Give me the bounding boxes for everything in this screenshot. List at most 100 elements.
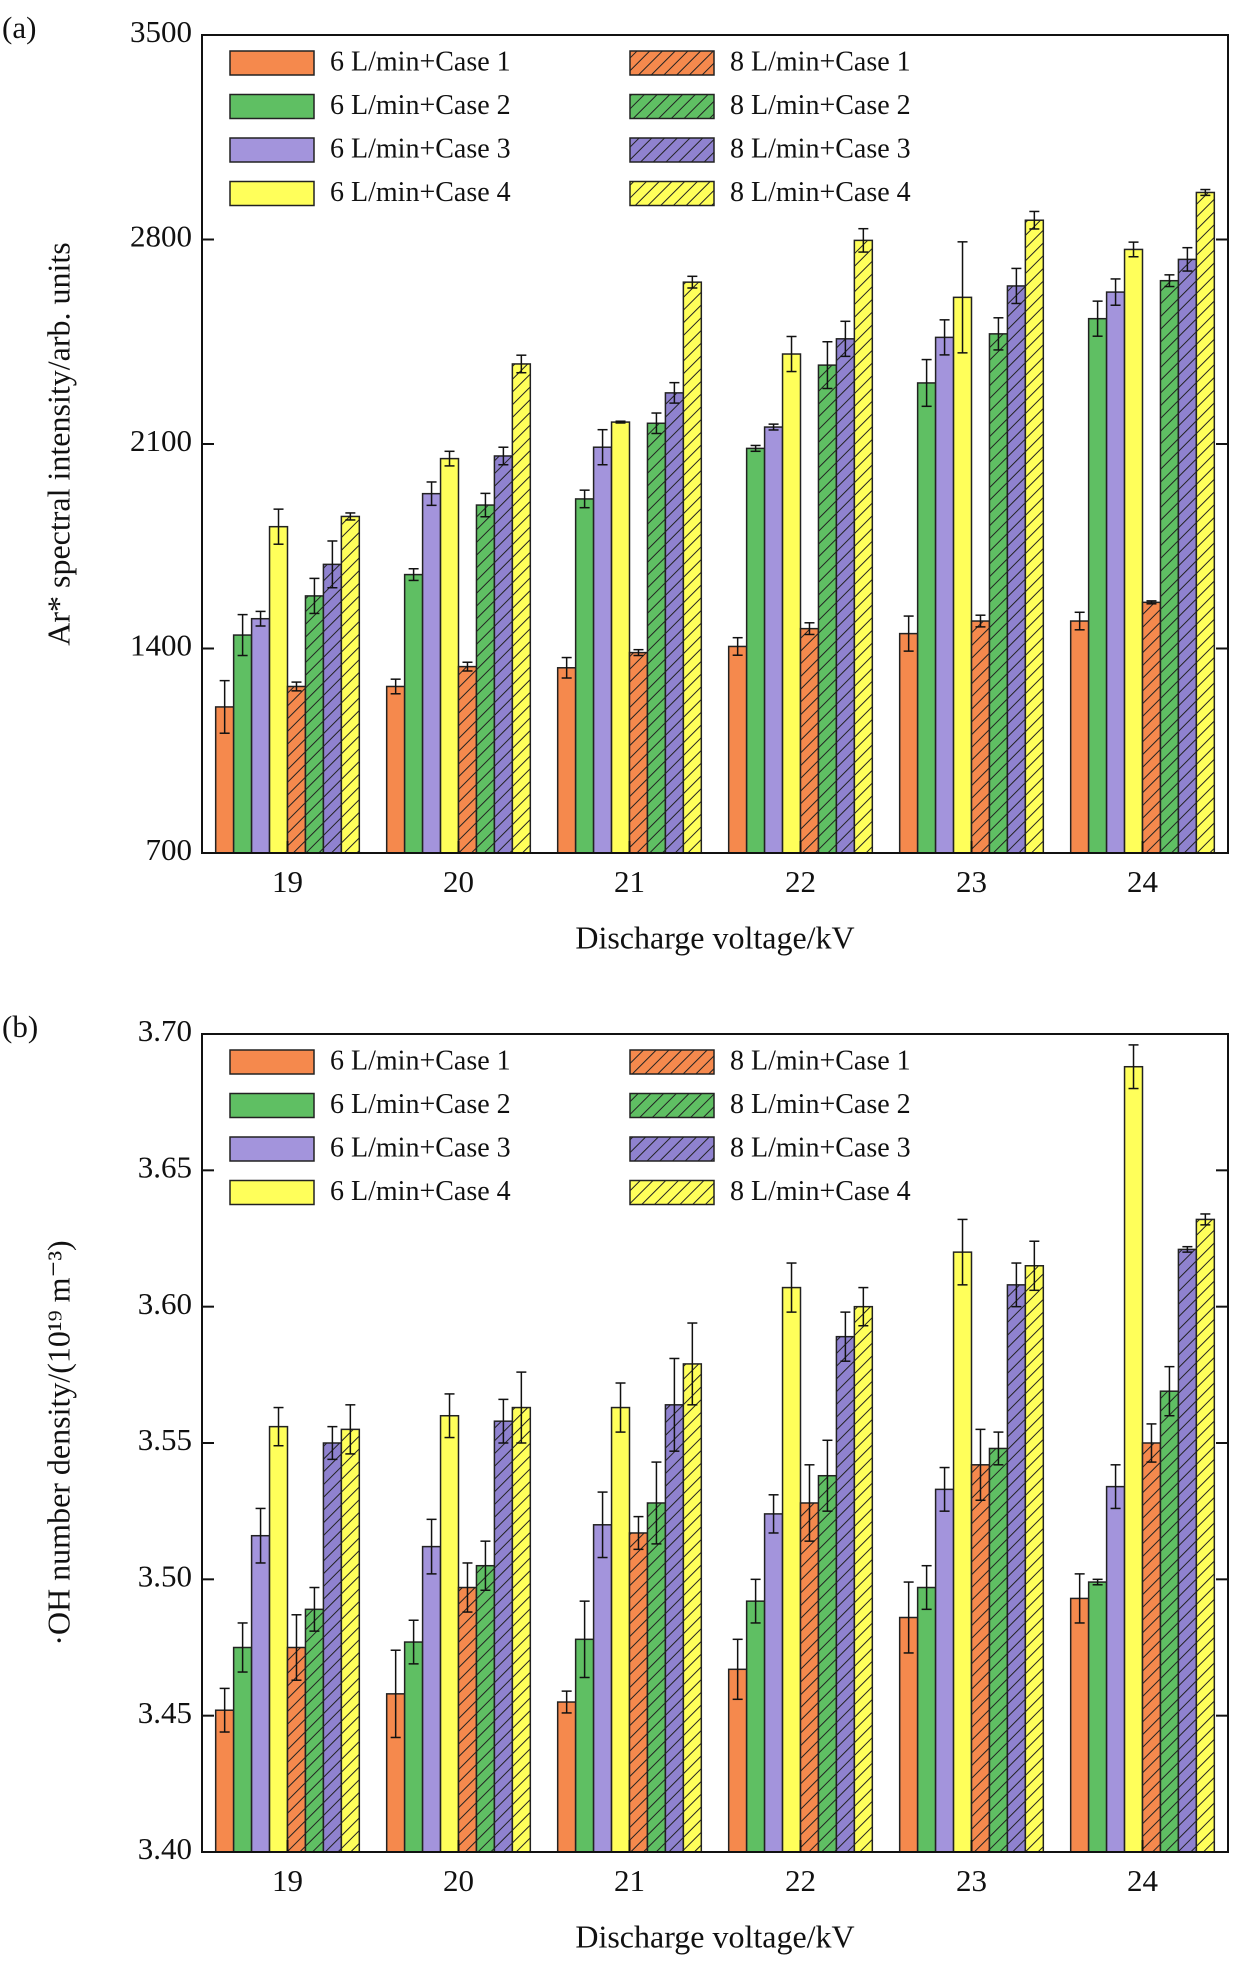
- legend-label: 6 L/min+Case 2: [330, 90, 511, 121]
- legend-item: 6 L/min+Case 1: [229, 46, 511, 77]
- error-bar: [687, 275, 698, 289]
- error-bar: [993, 1431, 1004, 1466]
- bar: [556, 1701, 577, 1853]
- error-bar: [219, 1687, 230, 1733]
- y-tick-label: 3500: [130, 14, 192, 49]
- chart-panel: 700 1400 2100 2800 3500 19 20 21 22 23 24 Discharge…: [2, 10, 1229, 955]
- bar: [682, 281, 703, 854]
- y-tick-label: 3.40: [138, 1831, 192, 1866]
- chart-panel: 3.40 3.45 3.50 3.55 3.60 3.65 3.70 19 20 21 22 23 24…: [2, 1009, 1229, 1954]
- error-bar: [993, 317, 1004, 351]
- error-bar: [903, 1581, 914, 1654]
- bar: [781, 1286, 802, 1853]
- x-axis-title: Discharge voltage/kV: [575, 919, 854, 955]
- legend-item: 8 L/min+Case 1: [629, 1045, 911, 1076]
- y-tick-label: 700: [146, 832, 193, 867]
- x-tick-label: 22: [785, 1863, 816, 1898]
- legend-swatch: [629, 1136, 715, 1162]
- error-bar: [1011, 1262, 1022, 1308]
- error-bar: [219, 679, 230, 734]
- error-bar: [462, 1562, 473, 1613]
- bar: [403, 573, 424, 854]
- error-bar: [291, 681, 302, 692]
- x-tick-label: 20: [443, 864, 474, 899]
- legend-swatch: [229, 1049, 315, 1075]
- x-tick-label: 22: [785, 864, 816, 899]
- bar: [574, 498, 595, 854]
- error-bar: [1146, 1423, 1157, 1463]
- error-bar: [1029, 1240, 1040, 1292]
- error-bar: [768, 423, 779, 431]
- bar: [403, 1641, 424, 1853]
- bar: [1195, 191, 1216, 854]
- x-tick-label: 23: [956, 1863, 987, 1898]
- bar: [817, 364, 838, 854]
- legend-item: 8 L/min+Case 3: [629, 1132, 911, 1163]
- bar: [853, 1305, 874, 1853]
- legend-label: 8 L/min+Case 1: [730, 46, 911, 77]
- error-bar: [237, 613, 248, 657]
- legend-swatch: [229, 50, 315, 76]
- bar: [475, 1564, 496, 1853]
- error-bar: [462, 661, 473, 672]
- error-bar: [750, 1578, 761, 1624]
- error-bar: [651, 412, 662, 435]
- legend-item: 6 L/min+Case 3: [229, 133, 511, 164]
- bar: [268, 1425, 289, 1853]
- bar: [322, 1442, 343, 1853]
- legend-item: 8 L/min+Case 1: [629, 46, 911, 77]
- bar: [1069, 1597, 1090, 1853]
- x-tick-label: 21: [614, 1863, 645, 1898]
- legend-swatch: [229, 1136, 315, 1162]
- error-bar: [1128, 241, 1139, 258]
- bar: [592, 1524, 613, 1853]
- bar: [268, 525, 289, 854]
- x-tick-label: 19: [272, 1863, 303, 1898]
- bar: [934, 1488, 955, 1853]
- bar: [1105, 1485, 1126, 1853]
- bar: [421, 1545, 442, 1853]
- bar: [232, 634, 253, 854]
- error-bar: [633, 648, 644, 657]
- bar: [1159, 279, 1180, 854]
- error-bar: [1011, 267, 1022, 305]
- error-bar: [858, 227, 869, 253]
- bar: [970, 620, 991, 854]
- bar: [340, 515, 361, 854]
- error-bar: [858, 1286, 869, 1327]
- bar: [457, 1586, 478, 1853]
- bar: [493, 1420, 514, 1853]
- bar: [1069, 620, 1090, 854]
- bar: [988, 1447, 1009, 1853]
- error-bar: [408, 567, 419, 582]
- bar: [475, 504, 496, 854]
- bar: [511, 363, 532, 854]
- bar: [385, 685, 406, 854]
- bar: [1105, 291, 1126, 854]
- bar: [952, 1251, 973, 1853]
- error-bar: [975, 614, 986, 628]
- error-bar: [561, 656, 572, 679]
- error-bar: [597, 428, 608, 466]
- legend-swatch: [229, 93, 315, 120]
- legend-swatch: [629, 1179, 715, 1206]
- bar: [799, 1502, 820, 1853]
- legend-label: 8 L/min+Case 3: [730, 133, 911, 164]
- error-bar: [426, 481, 437, 507]
- legend-item: 8 L/min+Case 2: [629, 1089, 911, 1120]
- error-bar: [633, 1515, 644, 1551]
- legend-label: 6 L/min+Case 3: [330, 133, 511, 164]
- error-bar: [939, 319, 950, 356]
- y-tick-label: 2100: [130, 423, 192, 458]
- bar: [610, 421, 631, 854]
- bar: [1087, 317, 1108, 854]
- panel-label: (a): [2, 10, 36, 45]
- error-bar: [1164, 274, 1175, 288]
- legend-item: 8 L/min+Case 2: [629, 90, 911, 121]
- error-bar: [498, 1398, 509, 1444]
- bar: [1195, 1218, 1216, 1853]
- bar: [664, 392, 685, 854]
- error-bar: [957, 241, 968, 354]
- error-bar: [255, 610, 266, 627]
- legend-swatch: [229, 1179, 315, 1206]
